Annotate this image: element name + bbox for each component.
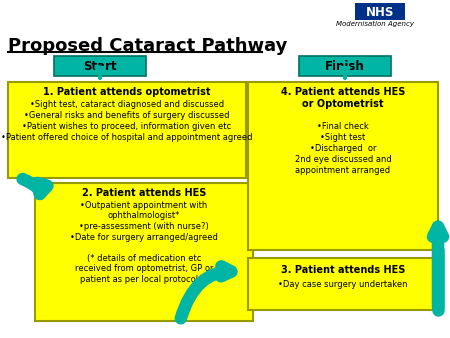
Text: •Patient wishes to proceed, information given etc: •Patient wishes to proceed, information … <box>22 122 232 131</box>
Text: Start: Start <box>83 61 117 73</box>
Text: ophthalmologist*: ophthalmologist* <box>108 212 180 220</box>
FancyBboxPatch shape <box>248 258 438 310</box>
Text: •Discharged  or: •Discharged or <box>310 144 376 153</box>
Text: 2. Patient attends HES: 2. Patient attends HES <box>82 188 206 198</box>
Text: •Date for surgery arranged/agreed: •Date for surgery arranged/agreed <box>70 233 218 241</box>
Text: appointment arranged: appointment arranged <box>296 166 391 175</box>
Text: 4. Patient attends HES
or Optometrist: 4. Patient attends HES or Optometrist <box>281 87 405 108</box>
Text: patient as per local protocols ): patient as per local protocols ) <box>80 274 208 284</box>
Text: Finish: Finish <box>325 61 365 73</box>
Text: received from optometrist, GP or: received from optometrist, GP or <box>75 264 213 273</box>
FancyBboxPatch shape <box>355 3 405 20</box>
FancyBboxPatch shape <box>8 82 246 178</box>
Text: 1. Patient attends optometrist: 1. Patient attends optometrist <box>43 87 211 97</box>
Text: •Patient offered choice of hospital and appointment agreed: •Patient offered choice of hospital and … <box>1 133 253 142</box>
FancyBboxPatch shape <box>248 82 438 250</box>
Text: Proposed Cataract Pathway: Proposed Cataract Pathway <box>8 37 288 55</box>
Text: •Outpatient appointment with: •Outpatient appointment with <box>81 201 207 210</box>
Text: Modernisation Agency: Modernisation Agency <box>336 21 414 27</box>
Text: •Final check: •Final check <box>317 122 369 131</box>
Text: •Day case surgery undertaken: •Day case surgery undertaken <box>278 280 408 289</box>
Text: •Sight test: •Sight test <box>320 133 365 142</box>
FancyBboxPatch shape <box>299 56 391 76</box>
Text: 2nd eye discussed and: 2nd eye discussed and <box>295 155 392 164</box>
Text: •General risks and benefits of surgery discussed: •General risks and benefits of surgery d… <box>24 111 230 120</box>
Text: •pre-assessment (with nurse?): •pre-assessment (with nurse?) <box>79 222 209 231</box>
Text: (* details of medication etc: (* details of medication etc <box>87 254 201 263</box>
Text: •Sight test, cataract diagnosed and discussed: •Sight test, cataract diagnosed and disc… <box>30 100 224 109</box>
FancyBboxPatch shape <box>35 183 253 321</box>
Text: NHS: NHS <box>366 5 394 19</box>
Text: 3. Patient attends HES: 3. Patient attends HES <box>281 265 405 275</box>
FancyBboxPatch shape <box>54 56 146 76</box>
